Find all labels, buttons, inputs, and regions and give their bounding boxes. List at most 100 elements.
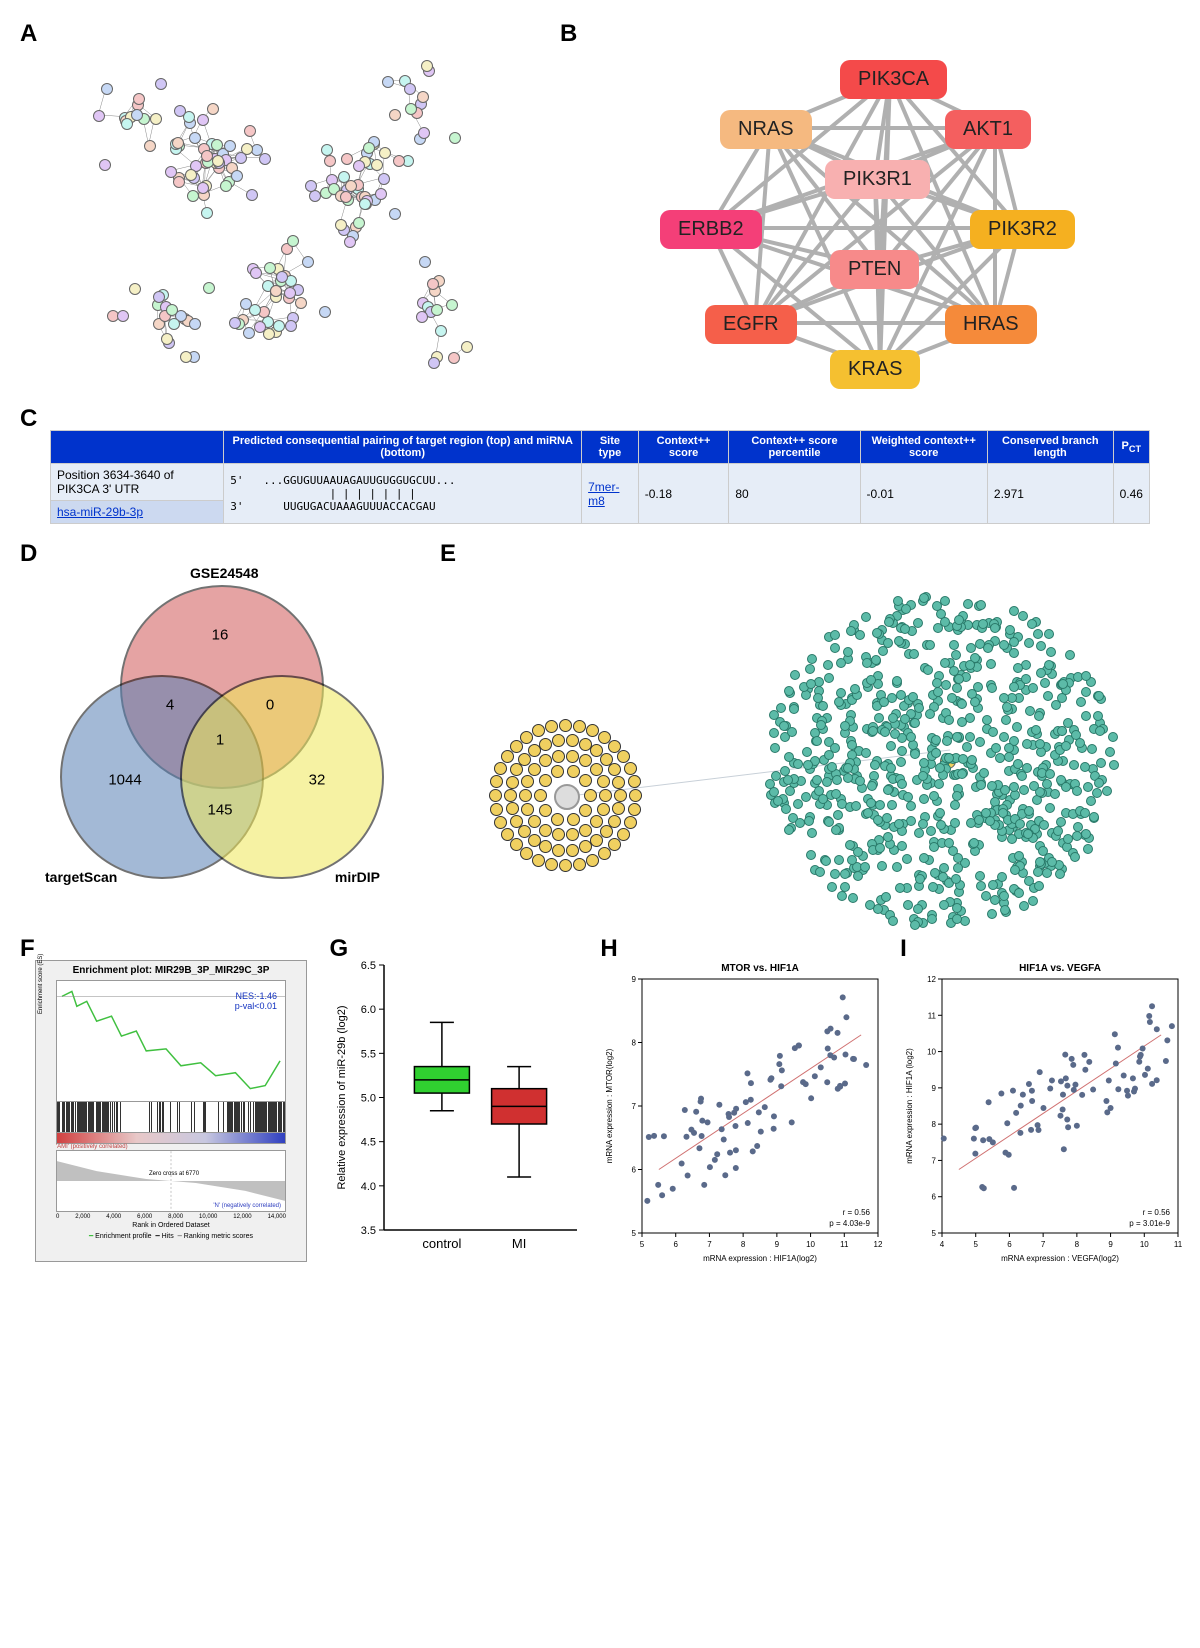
svg-text:6: 6 [674, 1240, 679, 1249]
panel-d-label: D [20, 540, 37, 568]
svg-text:7: 7 [632, 1102, 637, 1111]
svg-text:mRNA expression : HIF1A (log2): mRNA expression : HIF1A (log2) [905, 1048, 914, 1164]
venn-label-top: GSE24548 [190, 565, 259, 581]
cell-pct: 0.46 [1113, 464, 1149, 524]
svg-text:9: 9 [932, 1084, 937, 1093]
cell-position: Position 3634-3640 of PIK3CA 3' UTR [51, 464, 224, 501]
svg-text:4: 4 [940, 1240, 945, 1249]
scatter-i: 456789101156789101112HIF1A vs. VEGFAmRNA… [900, 955, 1190, 1265]
row-4: F Enrichment plot: MIR29B_3P_MIR29C_3P N… [20, 935, 1180, 1265]
panel-a: A [20, 20, 540, 390]
hub-node: PIK3R1 [825, 160, 930, 199]
svg-text:12: 12 [874, 1240, 883, 1249]
svg-text:8: 8 [741, 1240, 746, 1249]
svg-text:7: 7 [1041, 1240, 1046, 1249]
panel-e-label: E [440, 540, 456, 568]
hub-node: KRAS [830, 350, 920, 389]
venn-count: 4 [166, 697, 174, 714]
panel-f-label: F [20, 935, 35, 963]
svg-text:10: 10 [1140, 1240, 1149, 1249]
hub-node: PIK3CA [840, 60, 947, 99]
svg-text:mRNA expression : MTOR(log2): mRNA expression : MTOR(log2) [605, 1048, 614, 1163]
circrna-center-node [554, 784, 580, 810]
svg-text:10: 10 [806, 1240, 815, 1249]
panel-f: F Enrichment plot: MIR29B_3P_MIR29C_3P N… [20, 935, 309, 1265]
svg-text:MI: MI [512, 1236, 526, 1251]
venn-count: 1 [216, 732, 224, 749]
panel-d: D GSE24548 targetScan mirDIP 16 1044 32 … [20, 540, 420, 920]
venn-count: 32 [309, 772, 326, 789]
scatter-h: 5678910111256789MTOR vs. HIF1AmRNA expre… [600, 955, 890, 1265]
svg-text:9: 9 [632, 975, 637, 984]
gsea-plot: Enrichment plot: MIR29B_3P_MIR29C_3P NES… [35, 960, 307, 1262]
figure: A B PIK3CANRASAKT1PIK3R1ERBB2PIK3R2PTENE… [20, 20, 1180, 1265]
svg-text:9: 9 [775, 1240, 780, 1249]
venn-count: 1044 [108, 772, 141, 789]
svg-text:p = 3.01e-9: p = 3.01e-9 [1129, 1219, 1170, 1228]
svg-text:11: 11 [1174, 1240, 1183, 1249]
svg-text:4.0: 4.0 [361, 1181, 376, 1193]
svg-text:5.5: 5.5 [361, 1048, 376, 1060]
svg-text:4.5: 4.5 [361, 1137, 376, 1149]
panel-i: I 456789101156789101112HIF1A vs. VEGFAmR… [900, 935, 1180, 1265]
panel-a-label: A [20, 20, 37, 48]
cell-site-type: 7mer-m8 [582, 464, 639, 524]
hub-node: PIK3R2 [970, 210, 1075, 249]
svg-text:8: 8 [1075, 1240, 1080, 1249]
mirna-cluster [490, 720, 640, 870]
svg-text:r = 0.56: r = 0.56 [1143, 1208, 1171, 1217]
svg-text:5: 5 [632, 1229, 637, 1238]
panel-i-label: I [900, 935, 907, 963]
venn-count: 145 [207, 802, 232, 819]
row-3: D GSE24548 targetScan mirDIP 16 1044 32 … [20, 540, 1180, 920]
svg-text:8: 8 [932, 1120, 937, 1129]
panel-g-label: G [329, 935, 348, 963]
venn-circle-right [180, 675, 384, 879]
svg-text:8: 8 [632, 1039, 637, 1048]
gsea-hits [56, 1102, 286, 1132]
cell-wctx: -0.01 [860, 464, 987, 524]
mrna-cluster [740, 560, 1140, 920]
svg-text:6: 6 [632, 1166, 637, 1175]
panel-g: G 3.54.04.55.05.56.06.5controlMIRelative… [329, 935, 580, 1265]
panel-e: E [440, 540, 1180, 920]
gsea-stats: NES:-1.46 p-val<0.01 [235, 991, 277, 1011]
svg-text:r = 0.56: r = 0.56 [843, 1208, 871, 1217]
svg-text:7: 7 [708, 1240, 713, 1249]
boxplot: 3.54.04.55.05.56.06.5controlMIRelative e… [329, 955, 589, 1265]
svg-text:7: 7 [932, 1156, 937, 1165]
svg-text:Relative expression of miR-29b: Relative expression of miR-29b (log2) [336, 1005, 348, 1189]
gsea-rank-metric: Zero cross at 6770 'N' (negatively corre… [56, 1150, 286, 1212]
svg-text:5: 5 [974, 1240, 979, 1249]
gsea-legend: ━ Enrichment profile ━ Hits ━ Ranking me… [36, 1229, 306, 1243]
panel-b: B PIK3CANRASAKT1PIK3R1ERBB2PIK3R2PTENEGF… [560, 20, 1180, 390]
svg-text:HIF1A vs. VEGFA: HIF1A vs. VEGFA [1019, 963, 1101, 974]
cell-pairing-seq: 5' ...GGUGUUAAUAGAUUGUGGUGCUU... | | | |… [224, 464, 582, 524]
svg-text:5.0: 5.0 [361, 1093, 376, 1105]
svg-text:3.5: 3.5 [361, 1225, 376, 1237]
table-header-row: Predicted consequential pairing of targe… [51, 431, 1150, 464]
svg-text:5: 5 [640, 1240, 645, 1249]
venn-count: 0 [266, 697, 274, 714]
panel-c: C Predicted consequential pairing of tar… [20, 405, 1180, 525]
hub-node: HRAS [945, 305, 1037, 344]
svg-text:6.0: 6.0 [361, 1004, 376, 1016]
venn-label-right: mirDIP [335, 869, 380, 885]
svg-text:6: 6 [1007, 1240, 1012, 1249]
cell-ctx-pct: 80 [729, 464, 860, 524]
hub-gene-network: PIK3CANRASAKT1PIK3R1ERBB2PIK3R2PTENEGFRH… [660, 60, 1080, 360]
svg-text:mRNA expression : VEGFA(log2): mRNA expression : VEGFA(log2) [1001, 1254, 1119, 1263]
svg-text:10: 10 [927, 1048, 936, 1057]
svg-text:mRNA expression : HIF1A(log2): mRNA expression : HIF1A(log2) [703, 1254, 817, 1263]
cell-mirna: hsa-miR-29b-3p [51, 501, 224, 524]
panel-h-label: H [600, 935, 617, 963]
svg-text:5: 5 [932, 1229, 937, 1238]
targetscan-table: Predicted consequential pairing of targe… [50, 430, 1150, 524]
hub-node: ERBB2 [660, 210, 762, 249]
gsea-es-curve: NES:-1.46 p-val<0.01 Enrichment score (E… [56, 980, 286, 1102]
row-1: A B PIK3CANRASAKT1PIK3R1ERBB2PIK3R2PTENE… [20, 20, 1180, 390]
svg-text:6.5: 6.5 [361, 960, 376, 972]
hub-node: PTEN [830, 250, 919, 289]
svg-text:6: 6 [932, 1193, 937, 1202]
hub-node: EGFR [705, 305, 797, 344]
